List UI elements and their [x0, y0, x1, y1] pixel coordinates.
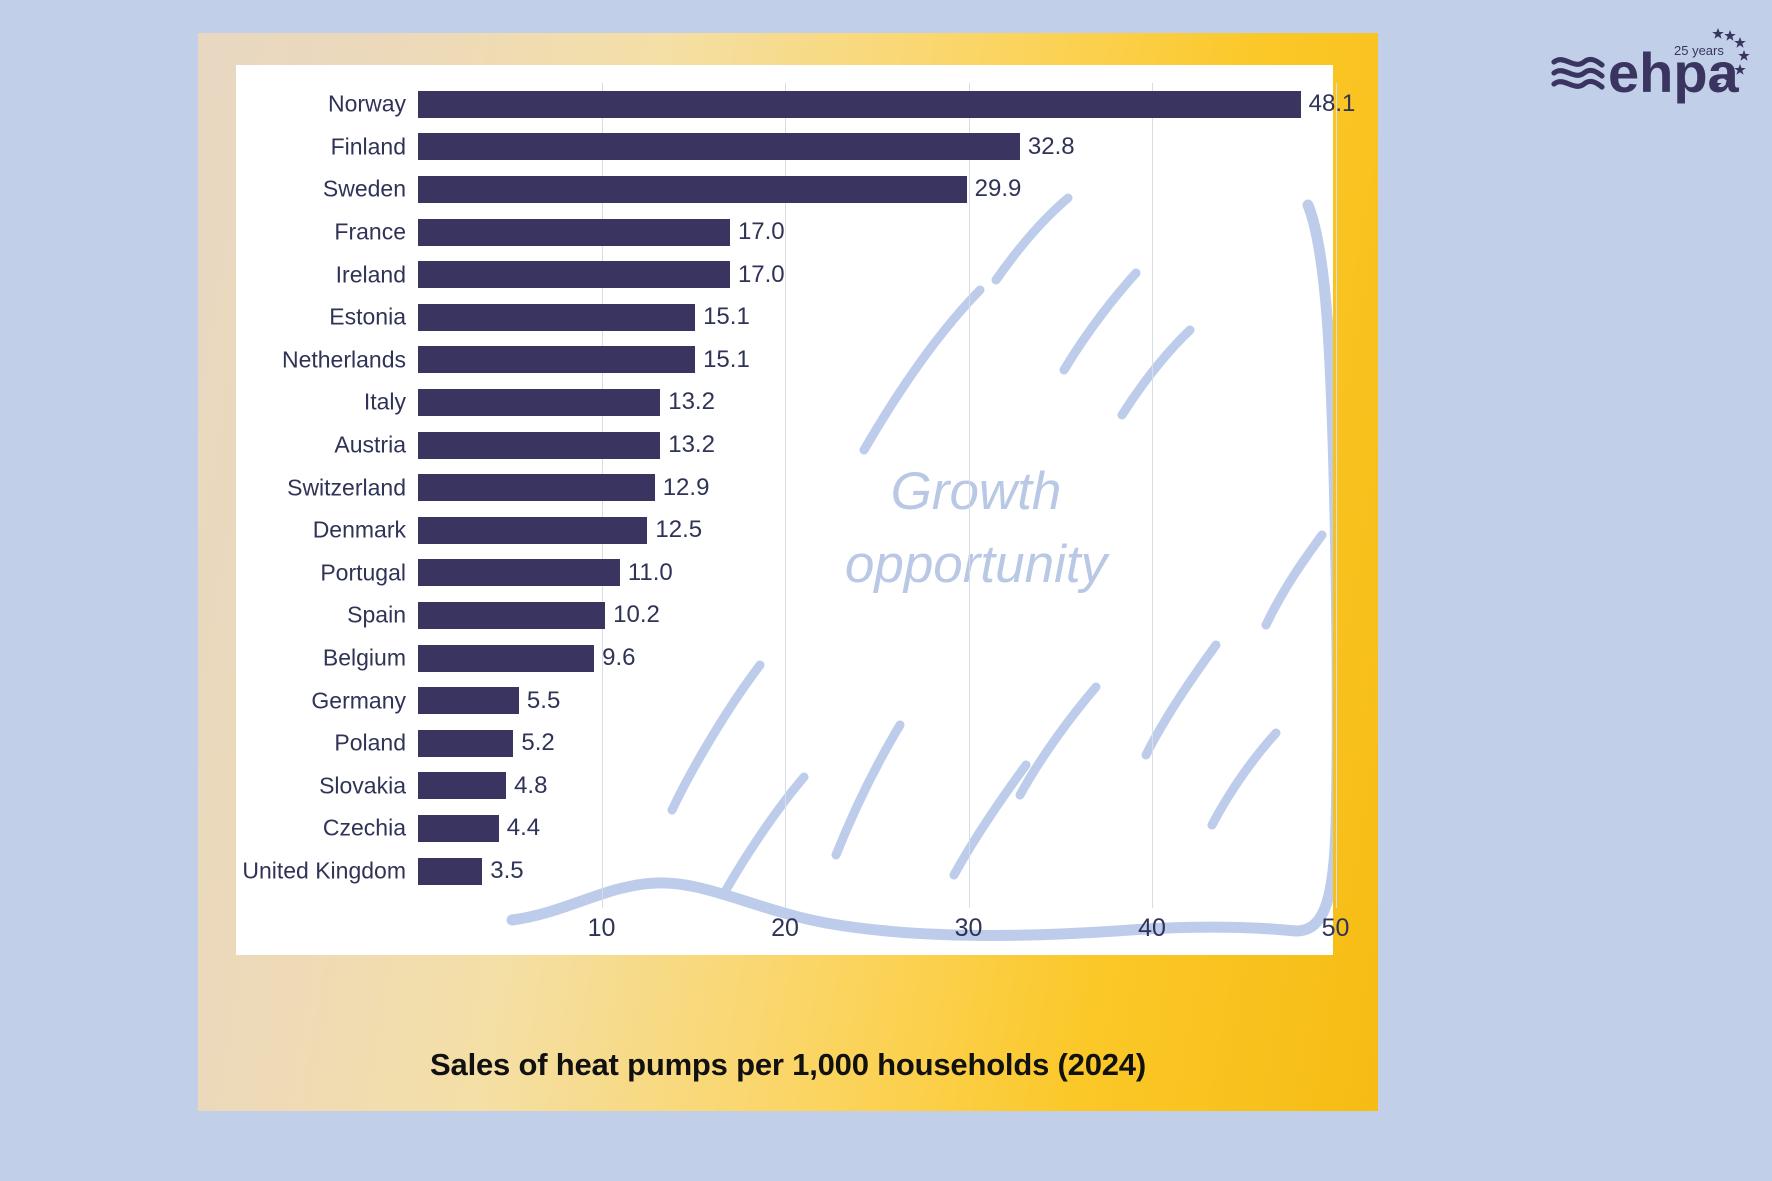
- bar: [418, 90, 1301, 118]
- category-label: Denmark: [312, 516, 406, 543]
- bar-row: Slovakia 4.8: [236, 765, 1333, 808]
- ehpa-logo: ehpa 25 years: [1550, 22, 1750, 108]
- bar-row: Belgium 9.6: [236, 637, 1333, 680]
- bar-row: Italy 13.2: [236, 381, 1333, 424]
- bar: [418, 175, 967, 203]
- bar: [418, 474, 655, 502]
- bar: [418, 559, 620, 587]
- category-label: Slovakia: [319, 772, 406, 799]
- category-label: Czechia: [322, 814, 406, 841]
- bar-value-label: 13.2: [668, 431, 715, 459]
- bar-value-label: 4.4: [506, 814, 541, 842]
- bar-row: Estonia 15.1: [236, 296, 1333, 339]
- bar: [418, 857, 483, 885]
- category-label: Austria: [334, 431, 406, 458]
- ehpa-wordmark: ehpa: [1608, 41, 1740, 104]
- bar-row: Sweden 29.9: [236, 168, 1333, 211]
- category-label: United Kingdom: [242, 857, 406, 884]
- bar-value-label: 17.0: [737, 260, 785, 288]
- anniversary-label: 25 years: [1674, 43, 1724, 58]
- category-label: Ireland: [335, 261, 406, 288]
- x-axis-tick-label: 40: [1138, 914, 1166, 943]
- bar-value-label: 4.8: [514, 771, 548, 799]
- bar-row: Norway 48.1: [236, 83, 1355, 126]
- bar-row: Czechia 4.4: [236, 807, 1333, 850]
- category-label: Italy: [363, 388, 406, 415]
- gridline: [1152, 83, 1153, 909]
- bar-row: Ireland 17.0: [236, 253, 1333, 296]
- x-axis-tick-label: 30: [954, 914, 983, 943]
- category-label: Portugal: [320, 559, 406, 586]
- gridline: [1335, 83, 1337, 909]
- bar-row: Portugal 11.0: [236, 552, 1333, 595]
- bar-row: Austria 13.2: [236, 424, 1333, 467]
- bar: [418, 772, 507, 800]
- x-axis-tick-label: 20: [771, 914, 799, 943]
- bar-value-label: 15.1: [703, 303, 750, 331]
- bar-row: France 17.0: [236, 211, 1333, 254]
- bar-row: Netherlands 15.1: [236, 339, 1333, 382]
- category-label: Netherlands: [281, 346, 406, 373]
- bar-value-label: 9.6: [602, 644, 636, 672]
- bar-value-label: 3.5: [490, 857, 524, 885]
- category-label: Estonia: [329, 303, 406, 330]
- bar: [418, 218, 730, 246]
- category-label: Poland: [334, 729, 406, 756]
- ehpa-logo-svg: ehpa 25 years: [1551, 28, 1750, 104]
- bar-value-label: 48.1: [1308, 90, 1356, 118]
- ehpa-waves-icon: [1551, 56, 1605, 90]
- eu-stars-icon: [1710, 28, 1750, 90]
- category-label: Norway: [328, 90, 406, 117]
- chart-card: Growth opportunity 10 20 30 40 50 Norway 48.1…: [198, 33, 1378, 1111]
- bar: [418, 601, 606, 629]
- plot-panel: Growth opportunity 10 20 30 40 50 Norway 48.1…: [236, 65, 1355, 955]
- bar-value-label: 13.2: [668, 388, 715, 416]
- bar-value-label: 10.2: [613, 601, 660, 629]
- category-label: Sweden: [322, 175, 406, 202]
- bar: [418, 261, 730, 289]
- bar-row: Spain 10.2: [236, 594, 1333, 637]
- bar-value-label: 12.5: [655, 516, 703, 544]
- bar-row: Denmark 12.5: [236, 509, 1333, 552]
- bar-row: Poland 5.2: [236, 722, 1333, 765]
- bar-value-label: 11.0: [627, 558, 673, 586]
- bar-row: United Kingdom 3.5: [236, 850, 1333, 893]
- bar-value-label: 17.0: [737, 218, 785, 246]
- category-label: Switzerland: [287, 474, 406, 501]
- bar-row: Switzerland 12.9: [236, 466, 1333, 509]
- bar: [418, 729, 514, 757]
- category-label: Finland: [330, 133, 406, 160]
- bar-value-label: 29.9: [974, 175, 1022, 203]
- bar: [418, 644, 595, 672]
- bar-row: Germany 5.5: [236, 679, 1333, 722]
- category-label: Belgium: [322, 644, 406, 671]
- bar: [418, 133, 1020, 161]
- bar-value-label: 12.9: [662, 473, 710, 501]
- bar-value-label: 5.5: [526, 686, 561, 714]
- bar-value-label: 15.1: [703, 345, 750, 373]
- category-label: Germany: [311, 687, 406, 714]
- x-axis-tick-label: 50: [1321, 914, 1350, 943]
- gridline: [785, 83, 786, 909]
- bar: [418, 516, 648, 544]
- bar: [418, 346, 696, 374]
- bar: [418, 303, 696, 331]
- gridline: [968, 83, 970, 909]
- bar: [418, 388, 661, 416]
- bar: [418, 431, 661, 459]
- chart-title: Sales of heat pumps per 1,000 households…: [430, 1047, 1146, 1082]
- plot-area: Growth opportunity 10 20 30 40 50 Norway 48.1…: [236, 65, 1355, 955]
- category-label: France: [334, 218, 406, 245]
- bar: [418, 814, 499, 842]
- x-axis-tick-label: 10: [587, 914, 616, 943]
- bar-row: Finland 32.8: [236, 126, 1333, 169]
- bar-value-label: 5.2: [521, 729, 555, 757]
- category-label: Spain: [347, 601, 406, 628]
- bar-value-label: 32.8: [1027, 132, 1075, 160]
- bar: [418, 687, 519, 715]
